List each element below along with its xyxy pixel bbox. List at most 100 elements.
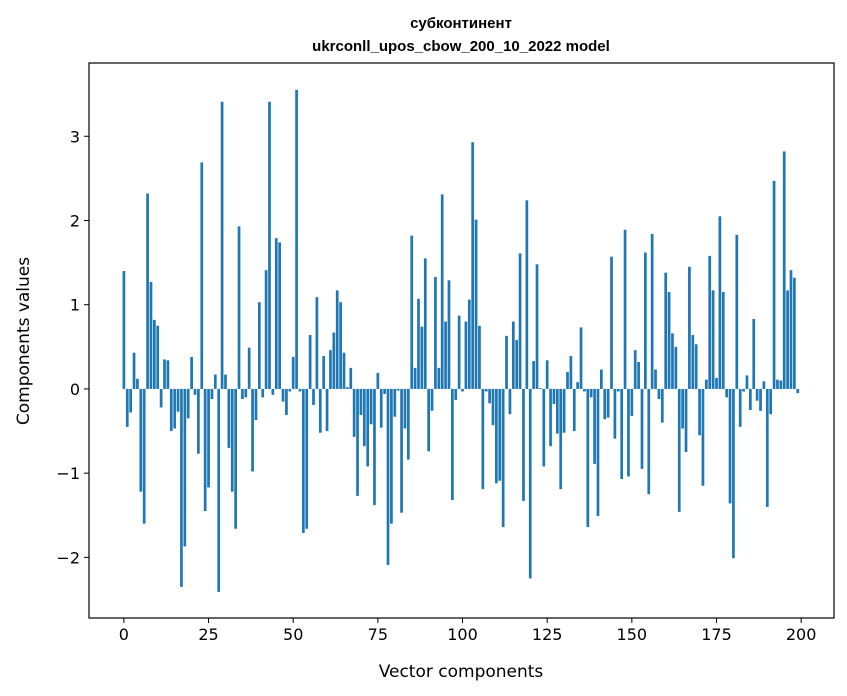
bar [518, 253, 522, 389]
bar [217, 388, 221, 592]
bar [484, 388, 488, 392]
y-tick-label: 0 [70, 380, 80, 399]
bar [454, 388, 458, 400]
bar [451, 388, 454, 501]
plot-frame [88, 62, 835, 619]
bar [562, 388, 566, 433]
bar [400, 388, 403, 513]
bar [190, 356, 193, 389]
bar [745, 375, 749, 389]
bar [542, 388, 546, 467]
bar [295, 89, 298, 389]
bar [291, 356, 295, 389]
bar [495, 388, 498, 484]
bar [169, 388, 173, 432]
bar [457, 315, 461, 389]
bar [163, 359, 166, 389]
bar [759, 388, 762, 411]
bar [593, 388, 596, 464]
y-axis-label: Components values [14, 257, 34, 425]
bar [528, 388, 532, 579]
bar [312, 388, 315, 405]
bar [247, 347, 251, 389]
bar [149, 281, 153, 389]
bar [539, 388, 542, 389]
bar [427, 388, 431, 452]
bar [522, 388, 525, 501]
bar [779, 380, 783, 389]
bar [627, 388, 630, 477]
bars [122, 89, 800, 592]
y-tick-label: −2 [56, 548, 80, 567]
bar [200, 162, 204, 389]
bar [288, 388, 292, 392]
bar [579, 327, 583, 389]
bar [159, 388, 163, 408]
bar [227, 388, 231, 448]
x-axis-ticks: 0 25 50 75 100 125 150 175 200 [119, 618, 816, 644]
bar [281, 388, 285, 402]
bar [752, 319, 756, 389]
bar [173, 388, 177, 429]
bar [122, 271, 126, 389]
bar [525, 200, 529, 389]
bar [237, 226, 241, 389]
bar [386, 388, 390, 565]
bar [305, 388, 309, 529]
bar [251, 388, 254, 472]
bar [302, 388, 305, 533]
bar [718, 216, 722, 389]
bar [796, 388, 800, 394]
y-tick-label: −1 [56, 464, 80, 483]
bar [376, 372, 380, 389]
bar [664, 272, 668, 389]
bar [647, 388, 651, 495]
y-axis-ticks: −2 −1 0 1 2 3 [56, 127, 89, 567]
bar [600, 369, 603, 389]
chart-title-line2: ukrconll_upos_cbow_200_10_2022 model [312, 38, 610, 55]
bar [474, 219, 478, 389]
bar [491, 388, 495, 426]
bar [681, 388, 684, 429]
bar [616, 388, 620, 392]
bar [423, 258, 427, 389]
bar [511, 321, 515, 389]
bar [139, 388, 143, 492]
bar [379, 388, 383, 428]
bar [129, 388, 133, 413]
bar [650, 233, 654, 389]
bar [325, 388, 329, 432]
bar [654, 369, 657, 389]
bar [180, 388, 183, 587]
bar [132, 352, 136, 389]
bar [410, 235, 414, 389]
bar [257, 302, 261, 389]
bar [721, 292, 725, 389]
bar [694, 344, 698, 389]
bar [220, 101, 224, 389]
bar [613, 388, 617, 439]
bar [230, 388, 234, 492]
bar [623, 229, 627, 389]
bar [383, 388, 386, 394]
bar [369, 388, 373, 425]
x-tick-label: 125 [532, 625, 563, 644]
bar [698, 388, 701, 436]
bar [417, 298, 420, 389]
bar [501, 388, 505, 528]
bar [586, 388, 590, 528]
bar [318, 388, 322, 433]
bar [691, 335, 695, 389]
bar [413, 367, 417, 389]
bar [711, 290, 715, 389]
bar [440, 194, 444, 389]
bar [176, 388, 180, 412]
bar [559, 388, 563, 490]
y-tick-label: 1 [70, 296, 80, 315]
x-axis-label: Vector components [379, 662, 544, 682]
bar [793, 277, 796, 389]
bar [342, 352, 346, 389]
x-tick-label: 100 [447, 625, 478, 644]
bar [603, 388, 607, 420]
bar [633, 350, 637, 389]
